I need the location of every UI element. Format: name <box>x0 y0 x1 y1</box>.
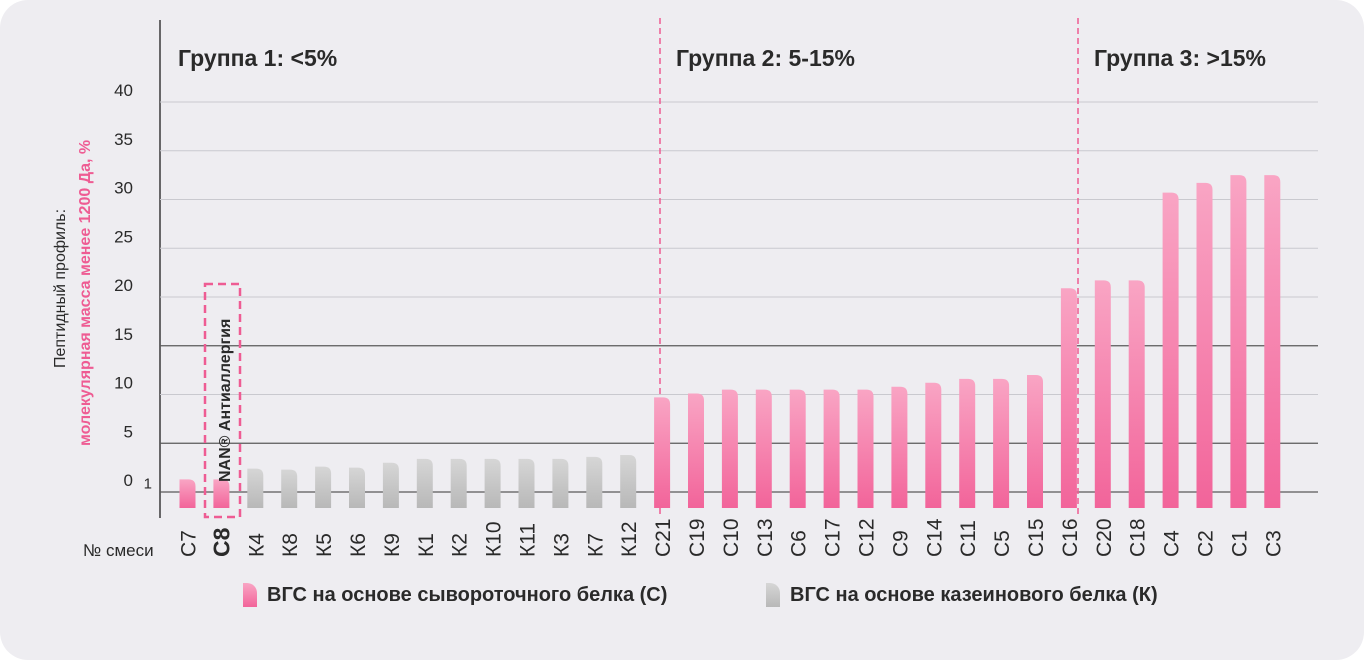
x-tick-label-К8: К8 <box>279 533 302 557</box>
bar-К11 <box>518 458 535 508</box>
bar-С8 <box>213 479 230 508</box>
y-axis-label-line1: Пептидный профиль: <box>52 209 69 368</box>
x-tick-label-С14: С14 <box>923 518 946 557</box>
y-tick-label-20: 20 <box>114 276 133 295</box>
x-tick-label-К7: К7 <box>584 533 607 557</box>
bar-С20 <box>1094 280 1111 508</box>
legend-whey: ВГС на основе сывороточного белка (С) <box>243 583 667 607</box>
bar-К3 <box>552 458 569 508</box>
bar-С14 <box>925 382 942 508</box>
bar-С17 <box>823 389 840 508</box>
legend-casein-label: ВГС на основе казеинового белка (К) <box>790 583 1158 606</box>
x-tick-label-С6: С6 <box>788 530 811 557</box>
x-tick-label-С13: С13 <box>754 518 777 557</box>
bar-К4 <box>247 468 264 508</box>
x-tick-label-С8: С8 <box>208 527 234 557</box>
x-tick-label-К6: К6 <box>347 533 370 557</box>
bar-С16 <box>1060 288 1077 508</box>
x-tick-label-С9: С9 <box>889 530 912 557</box>
x-axis-label: № смеси <box>83 541 154 560</box>
x-tick-label-С17: С17 <box>822 518 845 557</box>
x-tick-label-С19: С19 <box>686 518 709 557</box>
y-tick-label-0: 0 <box>124 471 133 490</box>
bar-С2 <box>1196 182 1213 509</box>
x-tick-label-С7: С7 <box>178 530 201 557</box>
bar-К2 <box>450 458 467 508</box>
bar-С9 <box>891 386 908 508</box>
bar-С21 <box>654 397 671 508</box>
x-tick-label-С1: С1 <box>1228 530 1251 557</box>
bar-К7 <box>586 456 603 508</box>
x-tick-label-С5: С5 <box>991 530 1014 557</box>
y-tick-label-25: 25 <box>114 227 133 246</box>
bar-С11 <box>959 378 976 508</box>
bar-С3 <box>1264 175 1281 508</box>
y-tick-label-35: 35 <box>114 130 133 149</box>
bar-К1 <box>416 458 433 508</box>
x-tick-label-С2: С2 <box>1195 530 1218 557</box>
x-tick-label-К10: К10 <box>483 521 506 557</box>
bar-С6 <box>789 389 806 508</box>
bar-С4 <box>1162 192 1179 509</box>
bar-С15 <box>1027 375 1043 508</box>
x-tick-label-С11: С11 <box>957 520 980 557</box>
legend-whey-label: ВГС на основе сывороточного белка (С) <box>267 583 668 606</box>
bar-С5 <box>993 378 1010 508</box>
bar-К12 <box>620 454 637 508</box>
bar-К9 <box>382 462 399 508</box>
x-tick-label-С15: С15 <box>1025 518 1048 557</box>
x-tick-label-К1: К1 <box>415 533 438 557</box>
y-tick-label-30: 30 <box>114 179 133 198</box>
x-tick-label-К3: К3 <box>550 533 573 557</box>
legend-casein-swatch <box>766 583 780 607</box>
x-tick-label-С12: С12 <box>856 518 879 557</box>
bar-С10 <box>721 389 738 508</box>
highlight-box <box>203 282 242 519</box>
x-tick-label-К5: К5 <box>313 533 336 557</box>
group-1-title: Группа 1: <5% <box>178 45 337 71</box>
y-tick-label-1: 1 <box>144 475 152 492</box>
x-tick-label-С4: С4 <box>1161 530 1184 557</box>
y-axis-label-line2: молекулярная масса менее 1200 Да, % <box>77 140 94 446</box>
x-tick-label-С21: С21 <box>652 518 675 557</box>
x-tick-label-К11: К11 <box>517 523 540 557</box>
x-tick-label-К4: К4 <box>245 533 268 557</box>
bar-К5 <box>315 466 332 508</box>
y-tick-label-5: 5 <box>124 422 133 441</box>
bar-С19 <box>688 393 704 508</box>
bar-С7 <box>179 479 196 508</box>
bar-С1 <box>1230 175 1247 508</box>
x-tick-label-С10: С10 <box>720 518 743 557</box>
x-tick-label-С20: С20 <box>1093 518 1116 557</box>
bar-С13 <box>755 389 772 508</box>
group-2-title: Группа 2: 5-15% <box>676 45 855 71</box>
x-tick-label-С18: С18 <box>1127 518 1150 557</box>
x-tick-label-С16: С16 <box>1059 518 1082 557</box>
y-tick-label-10: 10 <box>114 374 133 393</box>
legend-whey-swatch <box>243 583 257 607</box>
bar-С12 <box>857 389 874 508</box>
bar-К6 <box>349 467 365 508</box>
x-tick-label-К2: К2 <box>449 533 472 557</box>
x-tick-label-С3: С3 <box>1262 530 1285 557</box>
group-3-title: Группа 3: >15% <box>1094 45 1266 71</box>
bar-К10 <box>484 458 501 508</box>
legend-casein: ВГС на основе казеинового белка (К) <box>766 583 1158 607</box>
x-tick-label-К12: К12 <box>618 521 641 557</box>
highlight-label: NAN® Антиаллергия <box>217 319 234 482</box>
y-tick-label-15: 15 <box>114 325 133 344</box>
bar-С18 <box>1128 280 1145 508</box>
y-tick-label-40: 40 <box>114 81 133 100</box>
bar-К8 <box>281 469 298 508</box>
x-tick-label-К9: К9 <box>381 533 404 557</box>
